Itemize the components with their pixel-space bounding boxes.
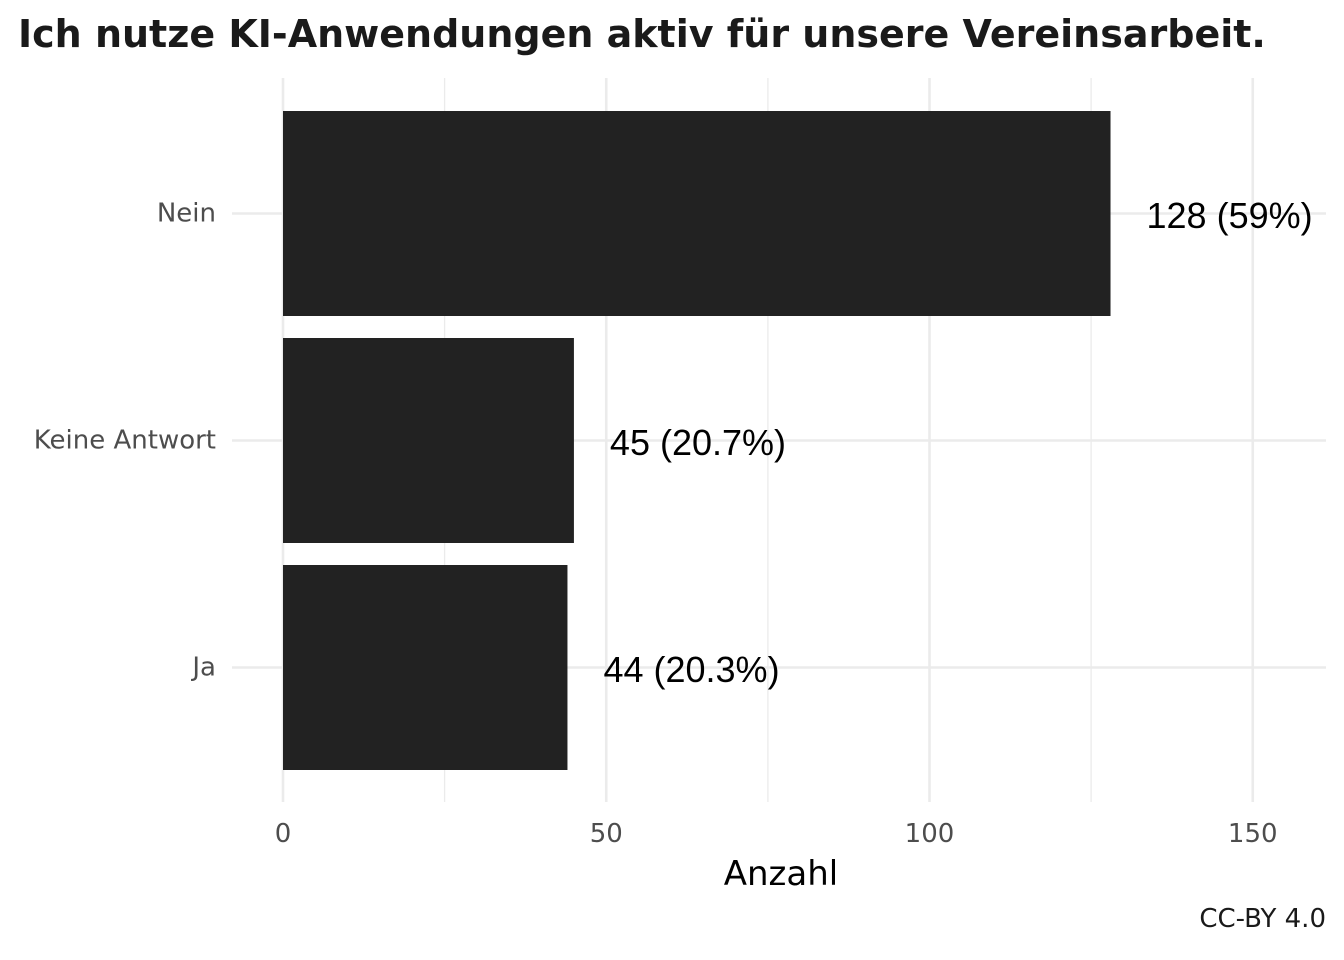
data-label: 45 (20.7%) (610, 422, 786, 463)
bars (283, 111, 1111, 770)
bar (283, 111, 1111, 316)
labels: Nein 128 (59%) Keine Antwort 45 (20.7%) Ja 44… (34, 195, 1313, 894)
x-tick-label: 150 (1228, 819, 1278, 849)
x-tick-label: 50 (590, 819, 623, 849)
x-tick-label: 100 (905, 819, 955, 849)
x-tick-label: 0 (275, 819, 292, 849)
category-label: Ja (190, 653, 216, 683)
bar (283, 338, 574, 543)
bar (283, 565, 568, 770)
chart-title: Ich nutze KI-Anwendungen aktiv für unser… (18, 12, 1266, 56)
category-label: Keine Antwort (34, 426, 216, 456)
data-label: 128 (59%) (1147, 195, 1313, 236)
data-label: 44 (20.3%) (603, 649, 779, 690)
x-axis-title: Anzahl (724, 854, 838, 894)
license-caption: CC-BY 4.0 (1199, 904, 1326, 934)
category-label: Nein (157, 199, 216, 229)
